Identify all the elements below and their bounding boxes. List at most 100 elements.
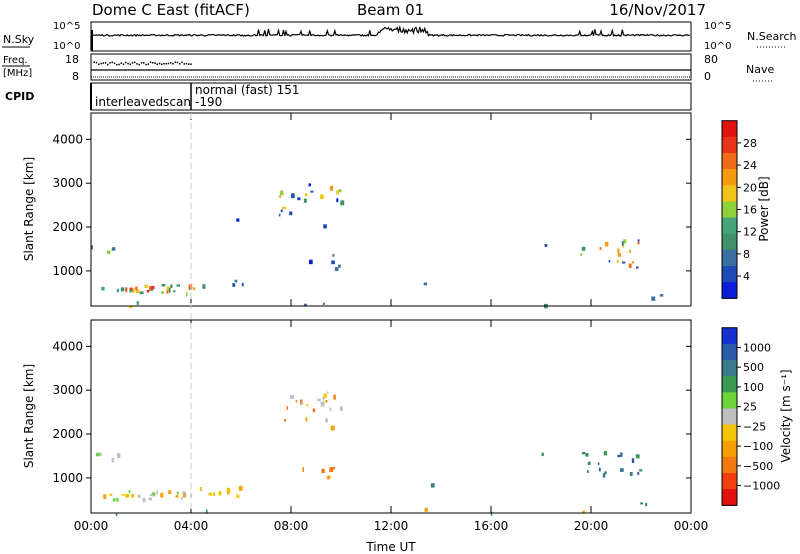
data-cell [112, 498, 116, 502]
data-cell [176, 284, 180, 287]
data-cell [182, 491, 186, 494]
data-cell [640, 502, 644, 505]
data-cell [144, 284, 148, 288]
data-cell [279, 195, 282, 198]
nsearch-tick-top: 10^5 [704, 21, 731, 32]
data-cell [320, 194, 324, 199]
data-cell [603, 451, 607, 456]
data-cell [651, 296, 656, 301]
colorbar-tick-label: 20 [743, 181, 757, 194]
x-tick-label: 12:00 [374, 519, 409, 533]
data-cell [325, 418, 328, 423]
data-cell [91, 245, 93, 250]
freq-sample-dot [172, 63, 174, 65]
colorbar-tick-label: −100 [743, 440, 773, 453]
colorbar-swatch [722, 456, 737, 474]
freq-sample-dot [93, 61, 95, 63]
data-cell [121, 493, 125, 496]
data-cell [645, 502, 648, 507]
data-cell [623, 239, 627, 244]
freq-sample-dot [174, 61, 176, 63]
y-tick-label: 3000 [52, 383, 83, 397]
freq-sample-dot [152, 62, 154, 64]
data-cell [232, 283, 236, 287]
data-cell [329, 407, 332, 412]
power-heatmap-marks [91, 183, 664, 309]
freq-sample-dot [138, 63, 140, 66]
x-tick-label: 00:00 [674, 519, 709, 533]
data-cell [303, 303, 307, 307]
data-cell [327, 475, 331, 480]
freq-sample-dot [176, 61, 179, 64]
data-cell [339, 406, 343, 411]
freq-sample-dot [113, 62, 116, 64]
data-cell [193, 287, 196, 291]
beam-label: Beam 01 [357, 1, 424, 19]
data-cell [597, 462, 600, 466]
nave-tick-bottom: 0 [704, 70, 711, 83]
data-cell [208, 492, 212, 496]
data-cell [629, 472, 633, 476]
x-tick-label: 16:00 [474, 519, 509, 533]
freq-sample-dot [120, 62, 122, 64]
data-cell [115, 512, 118, 517]
data-cell [286, 406, 288, 410]
data-cell [329, 185, 334, 191]
power-panel: 1000 2000 3000 4000 Slant Range [km] 4 8 12 16… [22, 112, 771, 309]
data-cell [336, 190, 339, 195]
freq-sample-dot [116, 63, 118, 66]
cpid-segment-normal-fast: normal (fast) 151 [195, 83, 299, 97]
data-cell [617, 454, 622, 458]
data-cell [117, 453, 121, 459]
colorbar-swatch [722, 440, 737, 458]
data-cell [304, 193, 308, 197]
y-tick-label: 1000 [52, 264, 83, 278]
power-y-ticks: 1000 2000 3000 4000 [52, 132, 691, 278]
data-cell [338, 264, 341, 268]
freq-sample-dot [100, 62, 102, 65]
data-cell [183, 493, 186, 498]
colorbar-tick-label: 25 [743, 401, 757, 414]
freq-sample-dot [156, 63, 158, 65]
colorbar-swatch [722, 327, 737, 345]
data-cell [135, 286, 138, 291]
data-cell [323, 393, 327, 399]
nsky-label: N.Sky [3, 33, 35, 46]
data-cell [132, 287, 135, 293]
data-cell [424, 507, 428, 512]
colorbar-tick-label: 16 [743, 204, 757, 217]
colorbar-swatch [722, 360, 737, 377]
nave-label: Nave [746, 63, 774, 76]
data-cell [585, 452, 589, 457]
freq-sample-dot [131, 62, 134, 64]
freq-sample-dot [122, 63, 125, 65]
colorbar-tick-label: −25 [743, 420, 766, 433]
data-cell [156, 490, 158, 495]
data-cell [637, 241, 640, 245]
radar-title: Dome C East (fitACF) [92, 1, 250, 19]
freq-sample-dot [190, 63, 192, 65]
data-cell [175, 495, 179, 498]
colorbar-frame [721, 327, 738, 506]
data-cell [139, 291, 144, 295]
data-cell [236, 218, 240, 222]
freq-sample-dot [127, 62, 129, 65]
data-cell [202, 284, 206, 289]
data-cell [629, 249, 631, 253]
data-cell [129, 287, 133, 291]
data-cell [639, 469, 643, 472]
colorbar-tick-label: 100 [743, 381, 764, 394]
data-cell [234, 279, 238, 283]
nsky-tick-bottom: 10^0 [53, 41, 80, 52]
colorbar-tick-label: 500 [743, 361, 764, 374]
data-cell [103, 494, 107, 499]
power-colorbar: 4 8 12 16 20 24 28 [721, 120, 757, 299]
data-cell [236, 494, 240, 498]
y-tick-label: 1000 [52, 471, 83, 485]
data-cell [293, 193, 295, 198]
data-cell [142, 497, 146, 503]
freq-sample-dot [147, 63, 149, 65]
x-tick-label: 20:00 [574, 519, 609, 533]
data-cell [628, 263, 632, 268]
